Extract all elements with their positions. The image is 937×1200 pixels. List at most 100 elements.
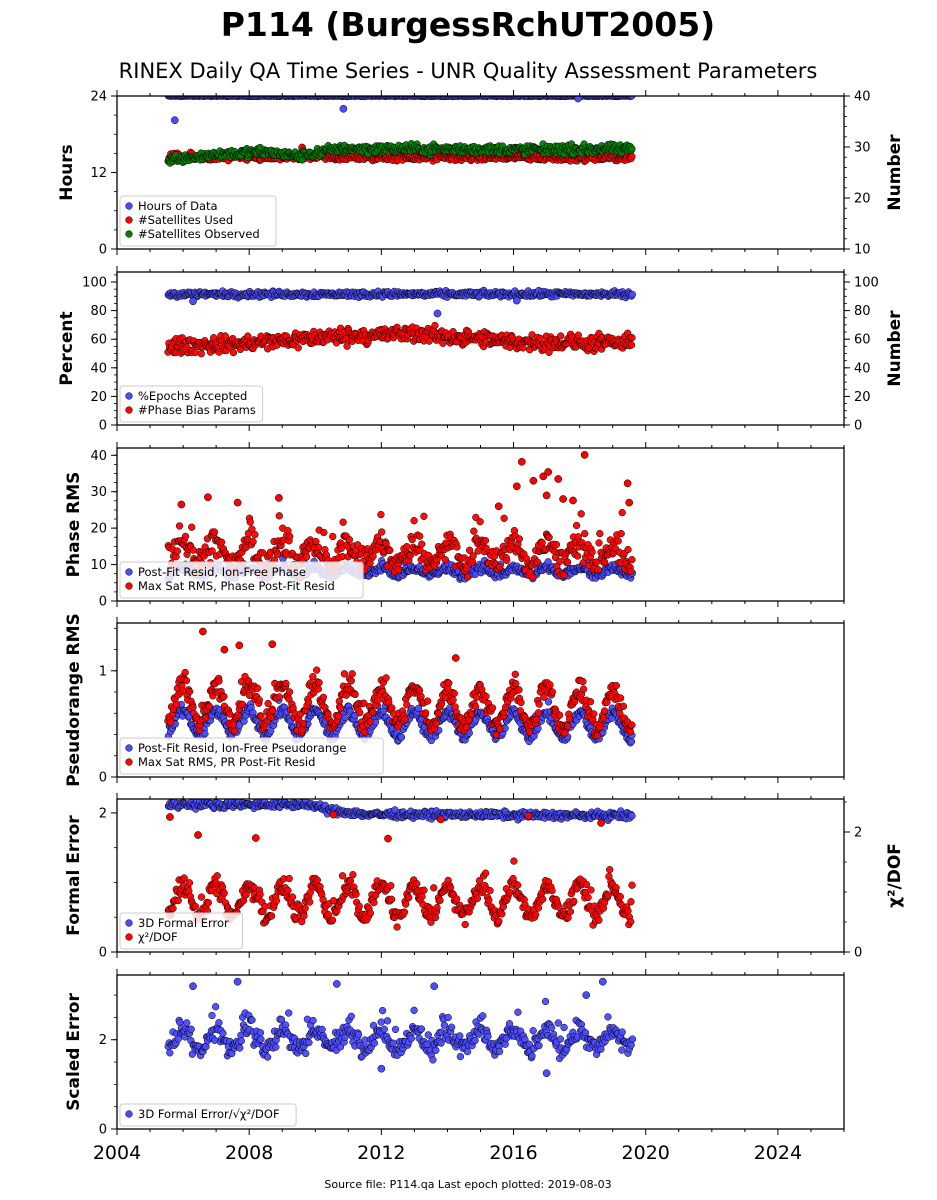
- data-point: [596, 529, 604, 538]
- data-point-outlier: [559, 495, 567, 503]
- data-point: [463, 573, 472, 581]
- legend-marker: [125, 202, 133, 210]
- data-point: [418, 540, 426, 548]
- data-point: [627, 567, 635, 576]
- data-point: [563, 558, 572, 566]
- data-point: [519, 344, 527, 352]
- data-point: [434, 709, 442, 718]
- data-point: [496, 725, 504, 733]
- legend-label: %Epochs Accepted: [138, 389, 247, 403]
- data-point-outlier: [339, 104, 348, 113]
- data-point: [595, 539, 603, 547]
- data-point: [337, 544, 345, 552]
- data-point: [304, 698, 313, 707]
- data-point: [175, 522, 184, 530]
- data-point: [628, 290, 636, 299]
- data-point: [546, 681, 554, 689]
- data-point: [579, 677, 587, 686]
- data-point: [255, 696, 263, 704]
- data-point: [563, 722, 572, 730]
- y-axis-label: Phase RMS: [64, 472, 84, 578]
- data-point: [403, 543, 411, 551]
- data-point: [557, 332, 565, 340]
- data-point: [268, 706, 277, 715]
- data-point: [351, 690, 359, 699]
- data-point-outlier: [542, 491, 551, 500]
- data-point: [259, 549, 267, 557]
- data-point: [482, 692, 490, 701]
- data-point-outlier: [580, 451, 589, 459]
- data-point: [230, 727, 239, 735]
- legend-marker: [125, 406, 133, 414]
- y2-axis-label: Number: [885, 310, 905, 387]
- data-point: [285, 688, 294, 696]
- y-tick-label: 40: [90, 361, 107, 376]
- series-1: [164, 96, 636, 125]
- legend-label: Hours of Data: [138, 199, 218, 213]
- y2-tick-label: 80: [854, 304, 871, 319]
- data-point: [410, 517, 418, 525]
- legend: %Epochs Accepted#Phase Bias Params: [119, 385, 264, 423]
- data-point: [488, 704, 497, 712]
- data-point: [314, 685, 322, 693]
- data-point: [361, 728, 369, 736]
- legend-marker: [125, 230, 133, 238]
- data-point: [299, 720, 308, 728]
- data-point: [627, 737, 636, 746]
- chart-title: P114 (BurgessRchUT2005): [221, 5, 716, 44]
- data-point: [341, 713, 349, 722]
- data-point-outlier: [204, 493, 212, 502]
- data-point: [401, 715, 409, 723]
- data-point: [590, 710, 598, 718]
- data-point: [334, 712, 343, 720]
- data-point: [253, 684, 262, 692]
- data-point: [188, 523, 196, 531]
- data-point: [532, 715, 541, 724]
- data-point: [556, 557, 564, 566]
- data-point: [182, 676, 191, 685]
- y-tick-label: 20: [90, 522, 107, 537]
- data-point: [603, 698, 611, 706]
- panel-2: 020406080100020406080100NumberPercent%Ep…: [57, 266, 905, 434]
- data-point: [220, 692, 228, 701]
- data-point: [221, 332, 229, 340]
- data-point: [320, 528, 328, 537]
- data-point: [450, 689, 458, 698]
- data-point: [343, 342, 351, 350]
- data-point: [432, 719, 440, 727]
- data-point: [431, 321, 439, 330]
- data-point: [406, 551, 414, 560]
- data-point: [420, 512, 428, 520]
- data-point: [628, 96, 636, 100]
- data-point: [403, 701, 411, 709]
- data-point: [445, 679, 453, 687]
- y-axis-label: Hours: [57, 144, 77, 201]
- data-point: [238, 700, 247, 708]
- data-point: [229, 721, 237, 729]
- chart-subtitle: RINEX Daily QA Time Series - UNR Quality…: [119, 59, 818, 83]
- data-point: [472, 513, 480, 522]
- data-point-outlier: [625, 498, 634, 507]
- y-tick-label: 20: [90, 390, 107, 405]
- legend-label: #Satellites Used: [138, 213, 233, 227]
- data-point: [462, 564, 471, 573]
- data-point: [574, 331, 582, 339]
- data-point: [467, 710, 476, 719]
- legend-label: Post-Fit Resid, Ion-Free Phase: [138, 565, 306, 579]
- data-point-outlier: [569, 496, 577, 505]
- data-point: [388, 704, 396, 712]
- data-point-outlier: [233, 498, 242, 507]
- data-point: [601, 558, 609, 566]
- data-point: [517, 698, 525, 707]
- data-point: [275, 693, 284, 701]
- data-point: [202, 714, 210, 722]
- data-point: [275, 512, 283, 520]
- data-point: [515, 535, 523, 543]
- data-point: [267, 727, 275, 735]
- data-point: [282, 679, 290, 688]
- data-layer: [164, 627, 636, 747]
- data-point: [315, 678, 323, 687]
- data-point-outlier: [494, 502, 503, 511]
- y-tick-label: 10: [90, 558, 107, 573]
